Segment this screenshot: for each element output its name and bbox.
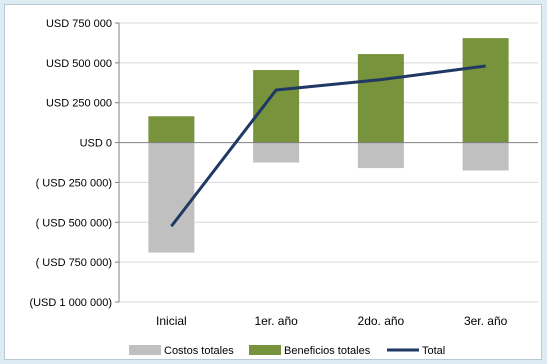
cost-bar-0 — [148, 142, 195, 253]
cost-bar-3 — [462, 142, 509, 171]
y-tick-label: ( USD 750 000) — [36, 257, 112, 269]
legend: Costos totales Beneficios totales Total — [129, 345, 445, 357]
x-category-label: 2do. año — [358, 314, 405, 328]
cost-bar-1 — [253, 142, 300, 163]
x-category-label: 1er. año — [254, 314, 298, 328]
y-tick-label: USD 0 — [80, 138, 112, 150]
chart: USD 750 000 USD 500 000 USD 250 000 USD 0 ( … — [29, 18, 538, 357]
y-axis-tick-labels: USD 750 000 USD 500 000 USD 250 000 USD 0 ( … — [29, 18, 112, 309]
x-axis-category-labels: Inicial 1er. año 2do. año 3er. año — [156, 314, 508, 328]
legend-swatch — [129, 345, 161, 355]
legend-swatch — [249, 345, 281, 355]
y-tick-label: USD 500 000 — [46, 58, 112, 70]
total-line — [170, 64, 486, 228]
chart-frame: USD 750 000 USD 500 000 USD 250 000 USD 0 ( … — [4, 4, 542, 360]
y-tick-label: USD 750 000 — [46, 18, 112, 30]
x-category-label: 3er. año — [464, 314, 508, 328]
benefit-bar-2 — [357, 54, 404, 143]
x-category-label: Inicial — [156, 314, 187, 328]
y-tick-label: ( USD 250 000) — [36, 177, 112, 189]
y-tick-label: ( USD 500 000) — [36, 217, 112, 229]
axes — [115, 22, 538, 303]
legend-label: Costos totales — [164, 345, 234, 357]
benefit-bar-3 — [462, 38, 509, 143]
benefit-bar-1 — [253, 70, 300, 143]
benefit-bar-0 — [148, 116, 195, 143]
y-tick-label: USD 250 000 — [46, 98, 112, 110]
y-tick-label: (USD 1 000 000) — [29, 297, 112, 309]
legend-label: Total — [422, 345, 445, 357]
cost-bar-2 — [357, 142, 404, 169]
total-line-group — [170, 64, 486, 228]
legend-label: Beneficios totales — [284, 345, 371, 357]
bars — [148, 38, 509, 253]
